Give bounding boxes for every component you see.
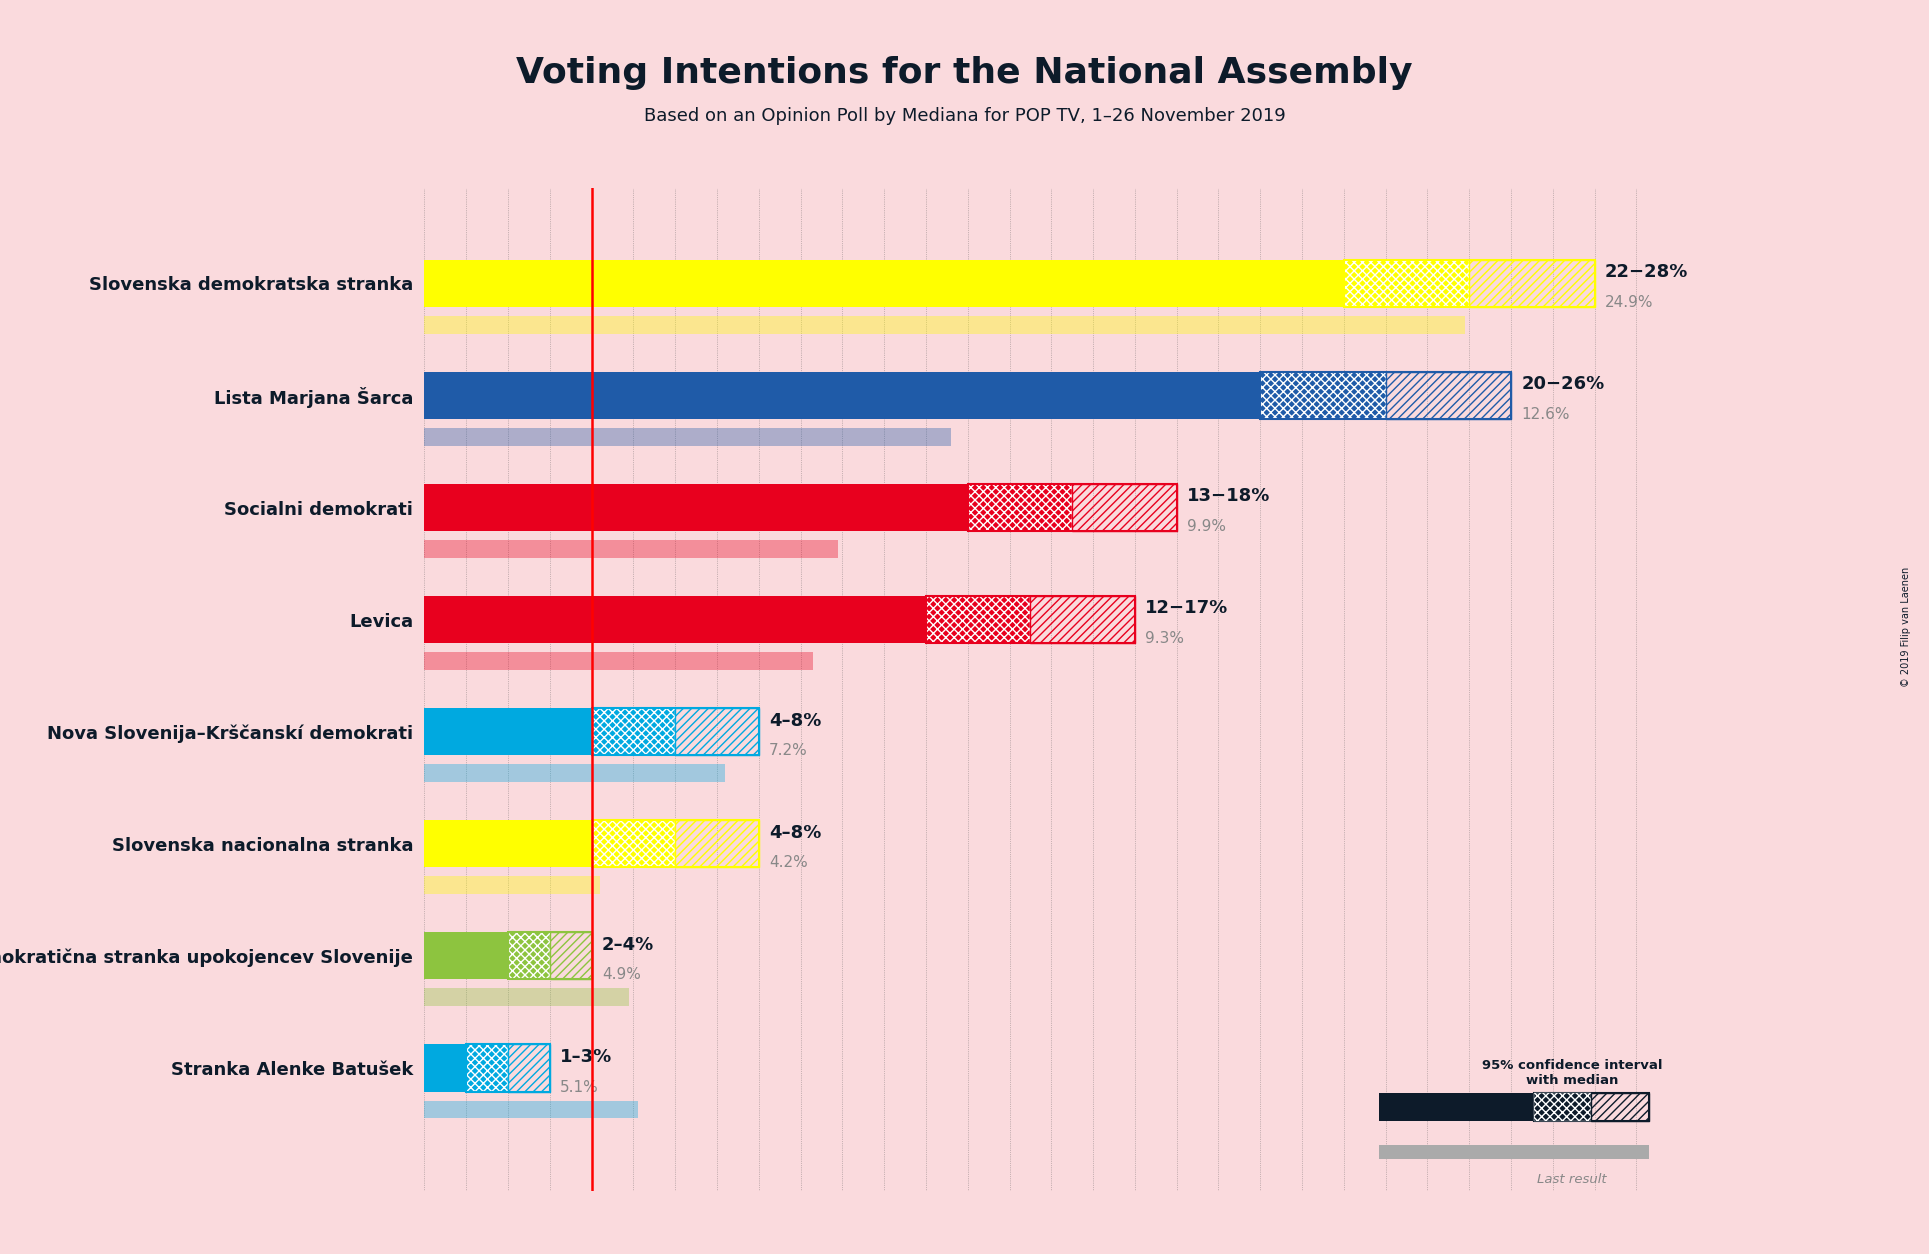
Bar (424, 1101, 637, 1119)
Bar (592, 820, 675, 868)
Text: 12.6%: 12.6% (1522, 408, 1570, 423)
Text: 4–8%: 4–8% (770, 824, 822, 841)
Bar (424, 988, 629, 1007)
Text: 20−26%: 20−26% (1522, 375, 1605, 394)
Bar (424, 820, 592, 868)
Bar (926, 596, 1030, 643)
Bar (424, 540, 837, 558)
Bar (424, 1045, 467, 1091)
Bar (424, 933, 507, 979)
Bar (424, 372, 1260, 419)
Bar (424, 596, 926, 643)
Text: Voting Intentions for the National Assembly: Voting Intentions for the National Assem… (517, 56, 1412, 90)
Bar (1345, 260, 1470, 307)
Text: 9.9%: 9.9% (1186, 519, 1227, 534)
Bar (424, 316, 1466, 334)
Bar (675, 820, 758, 868)
Text: 12−17%: 12−17% (1146, 599, 1229, 617)
Bar (968, 484, 1177, 532)
Text: 4–8%: 4–8% (770, 711, 822, 730)
Text: 5.1%: 5.1% (559, 1080, 600, 1095)
Bar (1260, 372, 1385, 419)
Bar (592, 709, 675, 755)
Bar (1260, 372, 1510, 419)
Bar (507, 933, 550, 979)
Bar (424, 484, 968, 532)
Text: 7.2%: 7.2% (770, 744, 808, 759)
Text: 1–3%: 1–3% (559, 1048, 613, 1066)
Bar (1534, 1092, 1649, 1121)
Text: 4.2%: 4.2% (770, 855, 808, 870)
Text: 2–4%: 2–4% (602, 935, 654, 954)
Bar (968, 484, 1073, 532)
Text: © 2019 Filip van Laenen: © 2019 Filip van Laenen (1900, 567, 1912, 687)
Bar (424, 877, 600, 894)
Bar (1379, 1092, 1534, 1121)
Text: 4.9%: 4.9% (602, 968, 640, 982)
Bar (424, 428, 951, 446)
Bar (550, 933, 592, 979)
Text: 13−18%: 13−18% (1186, 488, 1271, 505)
Bar (1030, 596, 1134, 643)
Bar (424, 709, 592, 755)
Bar (1591, 1092, 1649, 1121)
Bar (675, 709, 758, 755)
Text: 24.9%: 24.9% (1605, 295, 1653, 310)
Bar (592, 820, 758, 868)
Text: with median: with median (1526, 1073, 1618, 1087)
Bar (424, 652, 814, 670)
Text: Last result: Last result (1537, 1172, 1607, 1185)
Bar (1385, 372, 1510, 419)
Bar (507, 933, 592, 979)
Bar (467, 1045, 550, 1091)
Bar (424, 764, 725, 782)
Bar (592, 709, 758, 755)
Bar (467, 1045, 507, 1091)
Bar (1345, 260, 1595, 307)
Text: Based on an Opinion Poll by Mediana for POP TV, 1–26 November 2019: Based on an Opinion Poll by Mediana for … (644, 107, 1285, 124)
Text: 22−28%: 22−28% (1605, 263, 1688, 281)
Text: 9.3%: 9.3% (1146, 631, 1184, 646)
Bar (1073, 484, 1177, 532)
Bar (1470, 260, 1595, 307)
Bar (507, 1045, 550, 1091)
Bar (926, 596, 1134, 643)
Text: 95% confidence interval: 95% confidence interval (1481, 1060, 1663, 1072)
Bar (424, 260, 1345, 307)
Bar (1534, 1092, 1591, 1121)
Bar (1379, 1145, 1649, 1160)
